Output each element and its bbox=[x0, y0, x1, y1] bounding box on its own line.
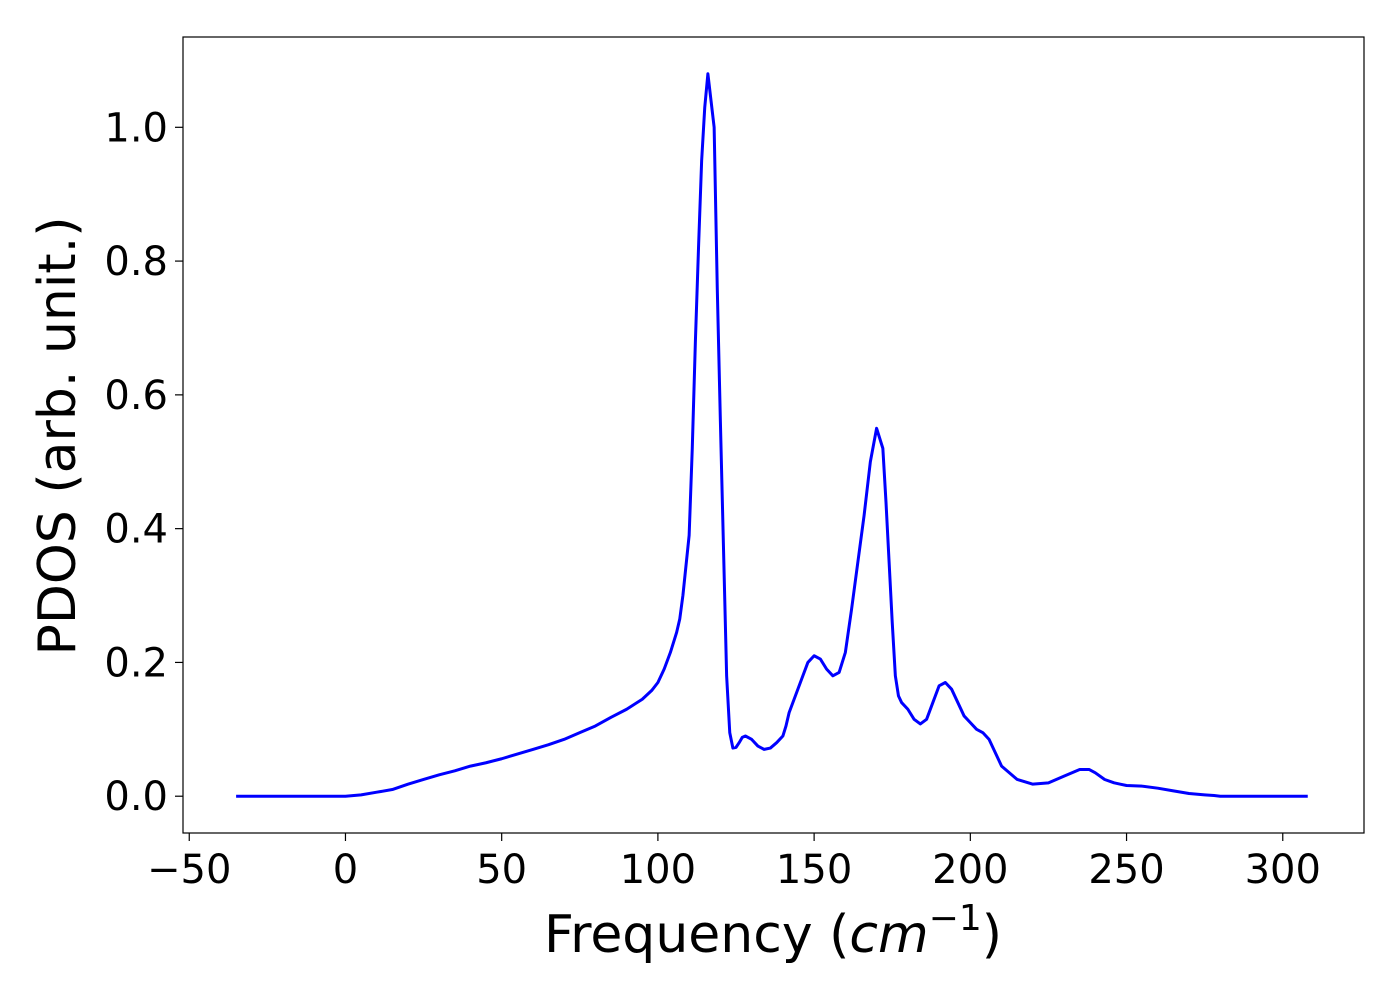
x-tick-label: 200 bbox=[932, 847, 1008, 893]
x-tick-label: 100 bbox=[620, 847, 696, 893]
pdos-series-line bbox=[236, 72, 1308, 798]
plot-background bbox=[183, 37, 1364, 833]
x-axis-label-unit: cm bbox=[849, 905, 928, 965]
y-tick-label: 0.8 bbox=[104, 239, 168, 285]
y-tick-label: 0.2 bbox=[104, 640, 168, 686]
x-axis-label: Frequency (cm−1) bbox=[544, 898, 1002, 965]
x-axis-label-exponent: −1 bbox=[929, 898, 982, 939]
y-tick-label: 0.6 bbox=[104, 373, 168, 419]
x-tick-label: 150 bbox=[776, 847, 852, 893]
y-tick-label: 0.0 bbox=[104, 774, 168, 820]
y-axis-ticks: 0.0 0.2 0.4 0.6 0.8 1.0 bbox=[104, 105, 183, 820]
x-axis-ticks: −50 0 50 100 150 200 250 300 bbox=[147, 833, 1321, 893]
x-axis-label-suffix: ) bbox=[982, 905, 1002, 965]
y-tick-label: 0.4 bbox=[104, 507, 168, 553]
x-tick-label: 250 bbox=[1088, 847, 1164, 893]
x-axis-label-prefix: Frequency ( bbox=[544, 905, 849, 965]
y-axis-label: PDOS (arb. unit.) bbox=[28, 216, 88, 655]
x-tick-label: 50 bbox=[476, 847, 527, 893]
x-tick-label: 0 bbox=[333, 847, 358, 893]
x-tick-label: 300 bbox=[1245, 847, 1321, 893]
plot-frame bbox=[182, 36, 1365, 834]
y-tick-label: 1.0 bbox=[104, 105, 168, 151]
x-tick-label: −50 bbox=[147, 847, 231, 893]
